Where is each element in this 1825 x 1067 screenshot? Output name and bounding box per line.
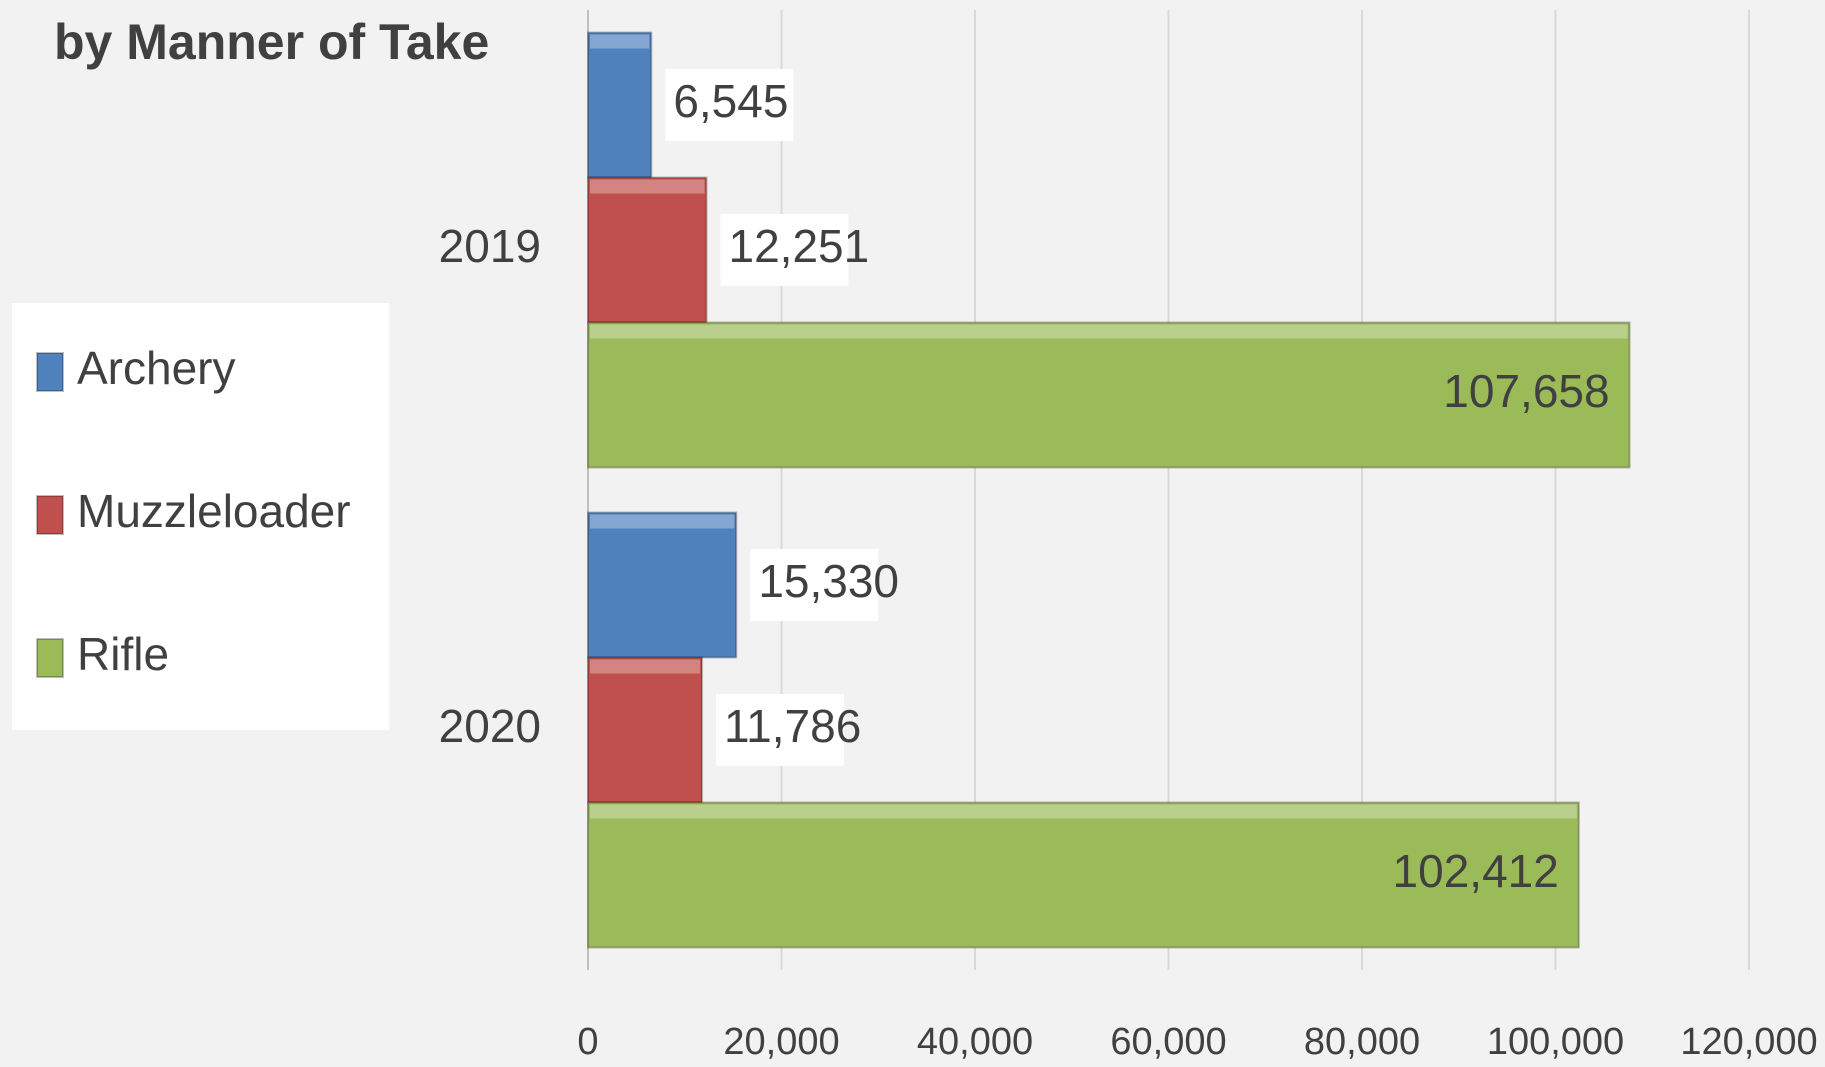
bar-highlight [590, 179, 705, 194]
legend-label: Archery [77, 342, 235, 394]
bar [587, 321, 1631, 469]
data-label: 12,251 [729, 220, 870, 272]
data-label: 11,786 [724, 700, 861, 752]
x-tick-label: 60,000 [1110, 1021, 1226, 1063]
label-background [716, 694, 845, 766]
x-tick-label: 0 [577, 1021, 598, 1063]
x-tick-label: 40,000 [917, 1021, 1033, 1063]
legend-label: Rifle [77, 628, 169, 680]
data-label: 102,412 [1393, 845, 1559, 897]
bar-highlight [590, 514, 735, 529]
y-tick-label: 2019 [439, 220, 541, 272]
label-background [720, 214, 849, 286]
label-background [665, 69, 794, 141]
x-tick-label: 120,000 [1680, 1021, 1817, 1063]
bar [587, 656, 704, 804]
label-background [750, 549, 879, 621]
x-tick-label: 100,000 [1487, 1021, 1624, 1063]
bar [587, 31, 653, 179]
bar-highlight [590, 324, 1628, 339]
data-label: 6,545 [673, 75, 788, 127]
bar-highlight [590, 804, 1577, 819]
bar [587, 511, 738, 659]
data-label: 107,658 [1443, 365, 1609, 417]
chart-title: by Manner of Take [54, 14, 489, 70]
legend-swatch [36, 495, 64, 535]
bar [587, 801, 1580, 949]
x-tick-label: 80,000 [1304, 1021, 1420, 1063]
legend-label: Muzzleloader [77, 485, 351, 537]
legend-swatch [36, 352, 64, 392]
x-tick-label: 20,000 [723, 1021, 839, 1063]
bar [587, 176, 708, 324]
data-label: 15,330 [758, 555, 899, 607]
y-tick-label: 2020 [439, 700, 541, 752]
legend-swatch [36, 638, 64, 678]
legend-box [12, 303, 389, 730]
bar-highlight [590, 34, 650, 49]
bar-highlight [590, 659, 701, 674]
